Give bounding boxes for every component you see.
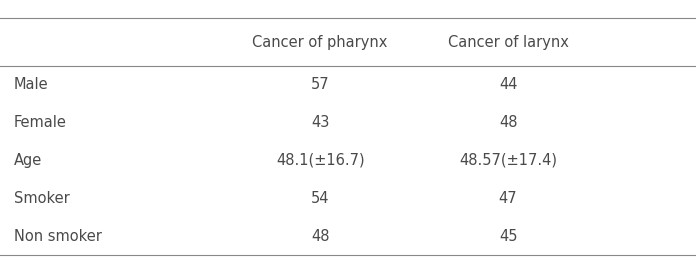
Text: 48.57(±17.4): 48.57(±17.4) bbox=[459, 153, 557, 168]
Text: 57: 57 bbox=[311, 77, 329, 92]
Text: Female: Female bbox=[14, 115, 67, 130]
Text: Non smoker: Non smoker bbox=[14, 229, 102, 244]
Text: Smoker: Smoker bbox=[14, 191, 70, 206]
Text: 48: 48 bbox=[499, 115, 517, 130]
Text: Cancer of larynx: Cancer of larynx bbox=[448, 34, 569, 50]
Text: 45: 45 bbox=[499, 229, 517, 244]
Text: Age: Age bbox=[14, 153, 42, 168]
Text: 43: 43 bbox=[311, 115, 329, 130]
Text: 48: 48 bbox=[311, 229, 329, 244]
Text: 44: 44 bbox=[499, 77, 517, 92]
Text: 47: 47 bbox=[499, 191, 517, 206]
Text: 48.1(±16.7): 48.1(±16.7) bbox=[276, 153, 365, 168]
Text: 54: 54 bbox=[311, 191, 329, 206]
Text: Male: Male bbox=[14, 77, 49, 92]
Text: Cancer of pharynx: Cancer of pharynx bbox=[253, 34, 388, 50]
